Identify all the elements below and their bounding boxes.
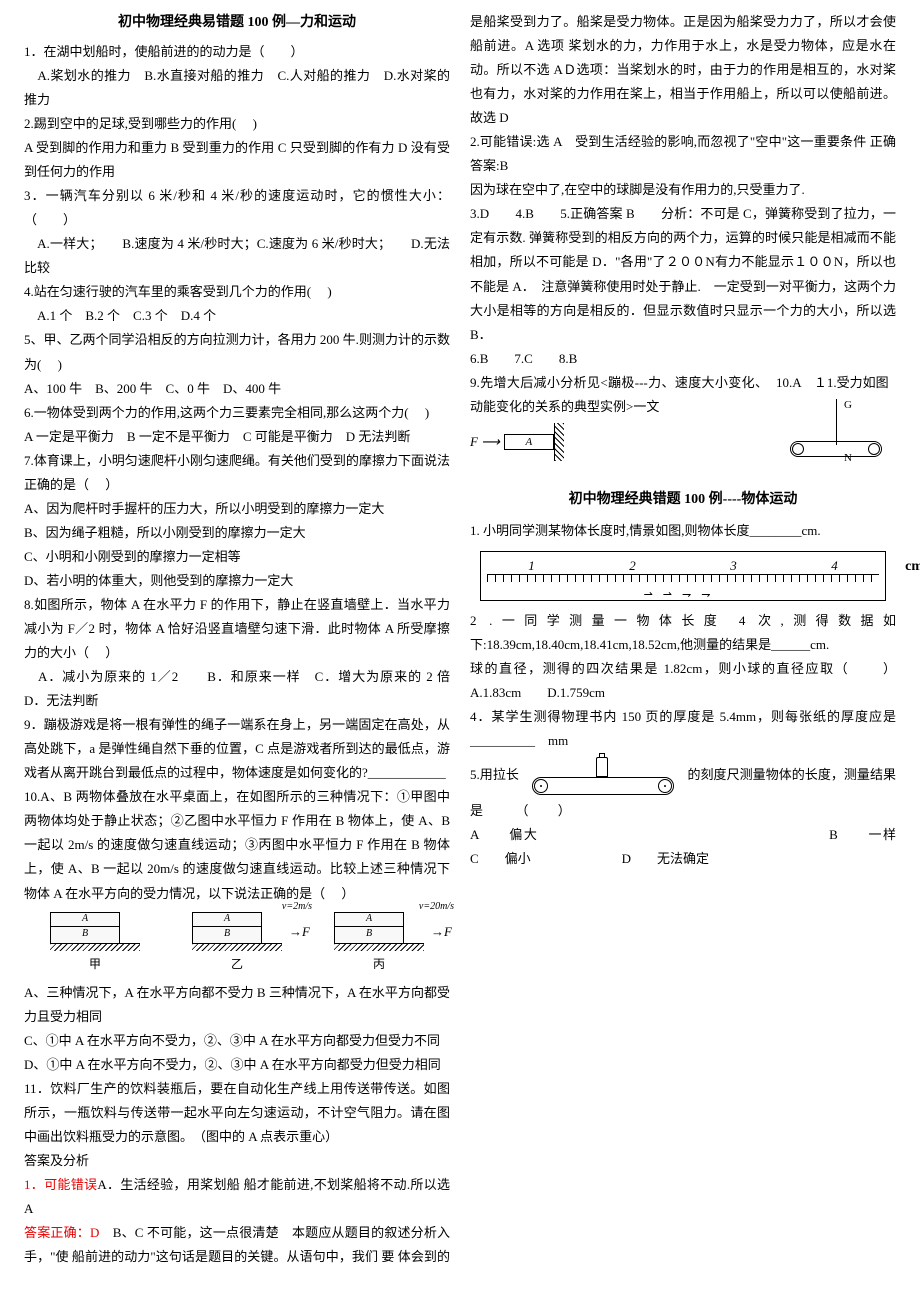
fbd-n-label: N [844, 448, 852, 468]
caption-yi: 乙 [192, 953, 282, 975]
q8-options: A．减小为原来的 1／2 B．和原来一样 C．增大为原来的 2 倍 D．无法判断 [24, 665, 450, 713]
q9-stem: 9．蹦极游戏是将一根有弹性的绳子一端系在身上，另一端固定在高处，从高处跳下，a … [24, 713, 450, 785]
fig-jia: A B 甲 [50, 912, 140, 975]
answers-heading: 答案及分析 [24, 1149, 450, 1173]
a10-11: 10.A １1.受力如图 [776, 371, 896, 395]
q10-opt-a: A、三种情况下，A 在水平方向都不受力 B 三种情况下，A 在水平方向都受力且受… [24, 981, 450, 1029]
a1-right-label: 答案正确：D [24, 1225, 99, 1240]
section-title-1: 初中物理经典易错题 100 例—力和运动 [24, 10, 450, 36]
p2: 2 .一同学测量一物体长度 4 次,测得数据如下:18.39cm,18.40cm… [470, 609, 896, 657]
a1-wrong: 1．可能错误A．生活经验，用桨划船 船才能前进,不划桨船将不动.所以选 A [24, 1173, 450, 1221]
p5-a: 5.用拉长 [470, 767, 519, 782]
a9: 9.先增大后减小分析见<蹦极---力、速度大小变化、动能变化的关系的典型实例>一… [470, 371, 768, 419]
q7-opt-c: C、小明和小刚受到的摩擦力一定相等 [24, 545, 450, 569]
page-columns: 初中物理经典易错题 100 例—力和运动 1．在湖中划船时，使船前进的的动力是（… [24, 10, 896, 1290]
wall-block-a: A [504, 434, 554, 450]
q2-options: A 受到脚的作用力和重力 B 受到重力的作用 C 只受到脚的作有力 D 没有受到… [24, 136, 450, 184]
p1: 1. 小明同学测某物体长度时,情景如图,则物体长度________cm. [470, 519, 896, 543]
speed-yi: v=2m/s [282, 898, 312, 917]
q5-stem: 5、甲、乙两个同学沿相反的方向拉测力计，各用力 200 牛.则测力计的示数为( … [24, 328, 450, 376]
fig-yi: v=2m/s A B →F 乙 [192, 912, 282, 975]
wall-hatch [554, 423, 564, 461]
free-body-diagram: G N [788, 399, 884, 463]
caption-bing: 丙 [334, 953, 424, 975]
q10-opt-c: C、①中 A 在水平方向不受力，②、③中 A 在水平方向都受力但受力不同 [24, 1029, 450, 1053]
caption-jia: 甲 [50, 953, 140, 975]
q6-stem: 6.一物体受到两个力的作用,这两个力三要素完全相同,那么这两个力( ) [24, 401, 450, 425]
a2-text: 因为球在空中了,在空中的球脚是没有作用力的,只受重力了. [470, 178, 896, 202]
ruler-unit: cm [905, 554, 920, 580]
q3-stem: 3．一辆汽车分别以 6 米/秒和 4 米/秒的速度运动时，它的惯性大小：（ ） [24, 184, 450, 232]
speed-bing: v=20m/s [419, 898, 454, 917]
a6-8: 6.B 7.C 8.B [470, 347, 896, 371]
wall-figure: F ⟶ A [470, 423, 768, 461]
q10-opt-d: D、①中 A 在水平方向不受力，②、③中 A 在水平方向都受力但受力相同 [24, 1053, 450, 1077]
fbd-g-label: G [844, 395, 852, 415]
block-b-label: B [51, 927, 119, 943]
q1-stem: 1．在湖中划船时，使船前进的的动力是（ ） [24, 40, 450, 64]
p3: 球的直径，测得的四次结果是 1.82cm，则小球的直径应取（ ）A.1.83cm… [470, 657, 896, 705]
q10-stem: 10.A、B 两物体叠放在水平桌面上，在如图所示的三种情况下：①甲图中两物体均处… [24, 785, 450, 905]
p5: 5.用拉长 的刻度尺测量物体的长度，测量结果是 （ ） [470, 753, 896, 823]
q7-opt-b: B、因为绳子粗糙，所以小刚受到的摩擦力一定大 [24, 521, 450, 545]
force-arrow-bing: →F [431, 920, 452, 944]
q3-options: A.一样大； B.速度为 4 米/秒时大；C.速度为 6 米/秒时大； D.无法… [24, 232, 450, 280]
a1-wrong-label: 1．可能错误 [24, 1177, 97, 1192]
a3-5: 3.D 4.B 5.正确答案 B 分析：不可是 C，弹簧称受到了拉力，一定有示数… [470, 202, 896, 346]
p4: 4．某学生测得物理书内 150 页的厚度是 5.4mm，则每张纸的厚度应是___… [470, 705, 896, 753]
q1-options: A.桨划水的推力 B.水直接对船的推力 C.人对船的推力 D.水对桨的推力 [24, 64, 450, 112]
a9-row: 9.先增大后减小分析见<蹦极---力、速度大小变化、动能变化的关系的典型实例>一… [470, 371, 896, 467]
q2-stem: 2.踢到空中的足球,受到哪些力的作用( ) [24, 112, 450, 136]
ruler-figure: 1 2 3 4 cm ⇀ ⇀ ⇁ ⇁ [470, 551, 896, 601]
force-arrow-yi: →F [289, 920, 310, 944]
q7-opt-d: D、若小明的体重大，则他受到的摩擦力一定大 [24, 569, 450, 593]
q7-opt-a: A、因为爬杆时手握杆的压力大，所以小明受到的摩擦力一定大 [24, 497, 450, 521]
q11-stem: 11．饮料厂生产的饮料装瓶后，要在自动化生产线上用传送带传送。如图所示，一瓶饮料… [24, 1077, 450, 1149]
q4-stem: 4.站在匀速行驶的汽车里的乘客受到几个力的作用( ) [24, 280, 450, 304]
fig-bing: v=20m/s A B →F 丙 [334, 912, 424, 975]
a2: 2.可能错误:选 A 受到生活经验的影响,而忽视了"空中"这一重要条件 正确答案… [470, 130, 896, 178]
conveyor-figure [528, 753, 678, 799]
p5-options: A 偏大 B 一样 C 偏小 D 无法确定 [470, 823, 896, 871]
section-title-2: 初中物理经典错题 100 例----物体运动 [470, 487, 896, 513]
q7-stem: 7.体育课上，小明匀速爬杆小刚匀速爬绳。有关他们受到的摩擦力下面说法正确的是（ … [24, 449, 450, 497]
q5-options: A、100 牛 B、200 牛 C、0 牛 D、400 牛 [24, 377, 450, 401]
q10-figure-row: A B 甲 v=2m/s A B →F 乙 v=20m/s A B →F 丙 [24, 912, 450, 975]
block-a-label: A [51, 913, 119, 927]
q8-stem: 8.如图所示，物体 A 在水平力 F 的作用下，静止在竖直墙壁上．当水平力减小为… [24, 593, 450, 665]
q4-options: A.1 个 B.2 个 C.3 个 D.4 个 [24, 304, 450, 328]
q6-options: A 一定是平衡力 B 一定不是平衡力 C 可能是平衡力 D 无法判断 [24, 425, 450, 449]
force-f-arrow: F ⟶ [470, 430, 500, 454]
